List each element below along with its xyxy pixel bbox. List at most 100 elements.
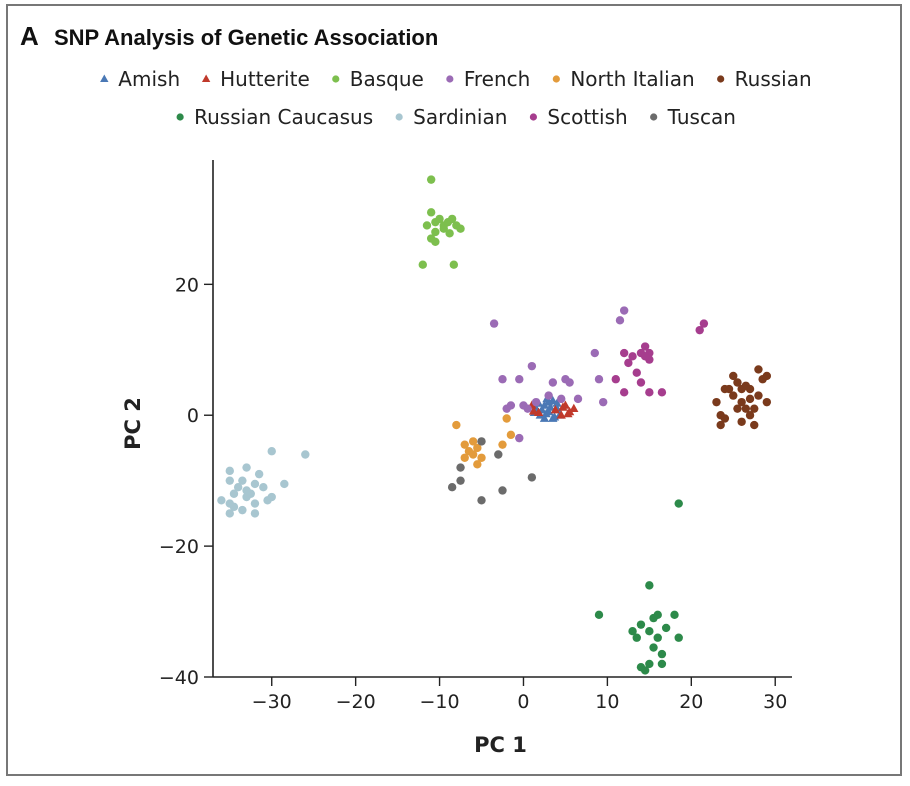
data-point — [468, 437, 478, 446]
data-point — [699, 319, 709, 328]
data-point — [259, 483, 268, 492]
data-point — [527, 361, 537, 371]
legend: Amish Hutterite Basque French North Italian R… — [100, 67, 812, 129]
data-point — [762, 371, 772, 381]
data-point — [733, 404, 742, 413]
data-point — [737, 397, 746, 407]
data-point — [498, 486, 507, 495]
legend-label: Scottish — [547, 105, 627, 129]
chart-title: SNP Analysis of Genetic Association — [54, 25, 439, 50]
data-point — [456, 463, 465, 472]
legend-item: Tuscan — [650, 105, 736, 129]
data-point — [670, 610, 679, 620]
data-point — [645, 659, 654, 669]
data-point — [737, 417, 746, 426]
legend-item: Basque — [332, 67, 424, 91]
legend-label: Russian Caucasus — [194, 105, 373, 129]
data-point — [229, 489, 239, 498]
data-point — [502, 414, 511, 423]
data-point — [528, 406, 539, 415]
data-point — [217, 496, 226, 505]
data-point — [527, 473, 537, 482]
legend-marker — [650, 113, 658, 121]
data-point — [720, 414, 730, 423]
data-point — [657, 659, 667, 669]
data-point — [502, 404, 511, 413]
series-french — [489, 306, 629, 443]
x-tick-label: 10 — [595, 691, 619, 713]
data-point — [557, 394, 566, 404]
legend-item: Amish — [100, 67, 180, 91]
data-point — [426, 175, 436, 184]
data-point — [657, 388, 667, 397]
data-point — [250, 499, 260, 508]
y-axis-label: PC 2 — [121, 397, 145, 450]
data-point — [460, 440, 469, 449]
data-point — [716, 420, 725, 430]
data-point — [640, 342, 650, 351]
data-point — [301, 450, 310, 459]
legend-label: Sardinian — [413, 105, 507, 129]
data-point — [754, 365, 763, 374]
data-point — [431, 227, 440, 237]
data-point — [594, 375, 604, 384]
data-points — [217, 175, 772, 675]
x-tick-label: −30 — [252, 691, 292, 713]
data-point — [515, 375, 524, 384]
data-point — [594, 610, 604, 620]
data-point — [225, 476, 234, 485]
data-point — [473, 460, 482, 469]
data-point — [558, 402, 568, 411]
data-point — [468, 450, 478, 459]
data-point — [615, 316, 625, 325]
data-point — [645, 626, 654, 636]
data-point — [242, 463, 251, 472]
panel-letter: A — [20, 21, 39, 51]
legend-label: North Italian — [570, 67, 694, 91]
data-point — [489, 319, 499, 328]
data-point — [674, 499, 683, 508]
data-point — [712, 397, 721, 407]
data-point — [426, 208, 436, 217]
data-point — [238, 505, 247, 515]
data-point — [741, 404, 751, 413]
data-point — [762, 397, 772, 407]
data-point — [745, 384, 755, 394]
data-point — [418, 260, 427, 269]
data-point — [229, 502, 239, 512]
data-point — [645, 581, 654, 590]
data-point — [565, 378, 574, 387]
data-point — [225, 466, 234, 476]
data-point — [422, 221, 432, 230]
data-point — [619, 348, 629, 358]
legend-label: Hutterite — [220, 67, 310, 91]
data-point — [456, 476, 465, 485]
data-point — [439, 224, 448, 233]
x-axis-label: PC 1 — [474, 733, 527, 757]
data-point — [563, 408, 573, 418]
data-point — [477, 437, 486, 446]
data-point — [447, 483, 457, 492]
legend-marker — [552, 75, 560, 83]
legend-label: Tuscan — [667, 105, 736, 129]
legend-label: French — [464, 67, 530, 91]
series-russian — [712, 365, 772, 430]
data-point — [645, 388, 654, 397]
data-point — [494, 450, 503, 459]
legend-label: Basque — [350, 67, 424, 91]
data-point — [477, 496, 486, 505]
data-point — [445, 229, 454, 238]
data-point — [452, 420, 461, 430]
data-point — [523, 404, 532, 413]
data-point — [695, 325, 704, 335]
data-point — [745, 411, 755, 420]
data-point — [263, 496, 272, 505]
legend-marker — [201, 74, 211, 83]
legend-marker — [395, 113, 403, 121]
data-point — [649, 643, 658, 652]
data-point — [280, 479, 289, 489]
data-point — [674, 633, 683, 642]
data-point — [233, 483, 243, 492]
x-tick-label: 30 — [763, 691, 787, 713]
